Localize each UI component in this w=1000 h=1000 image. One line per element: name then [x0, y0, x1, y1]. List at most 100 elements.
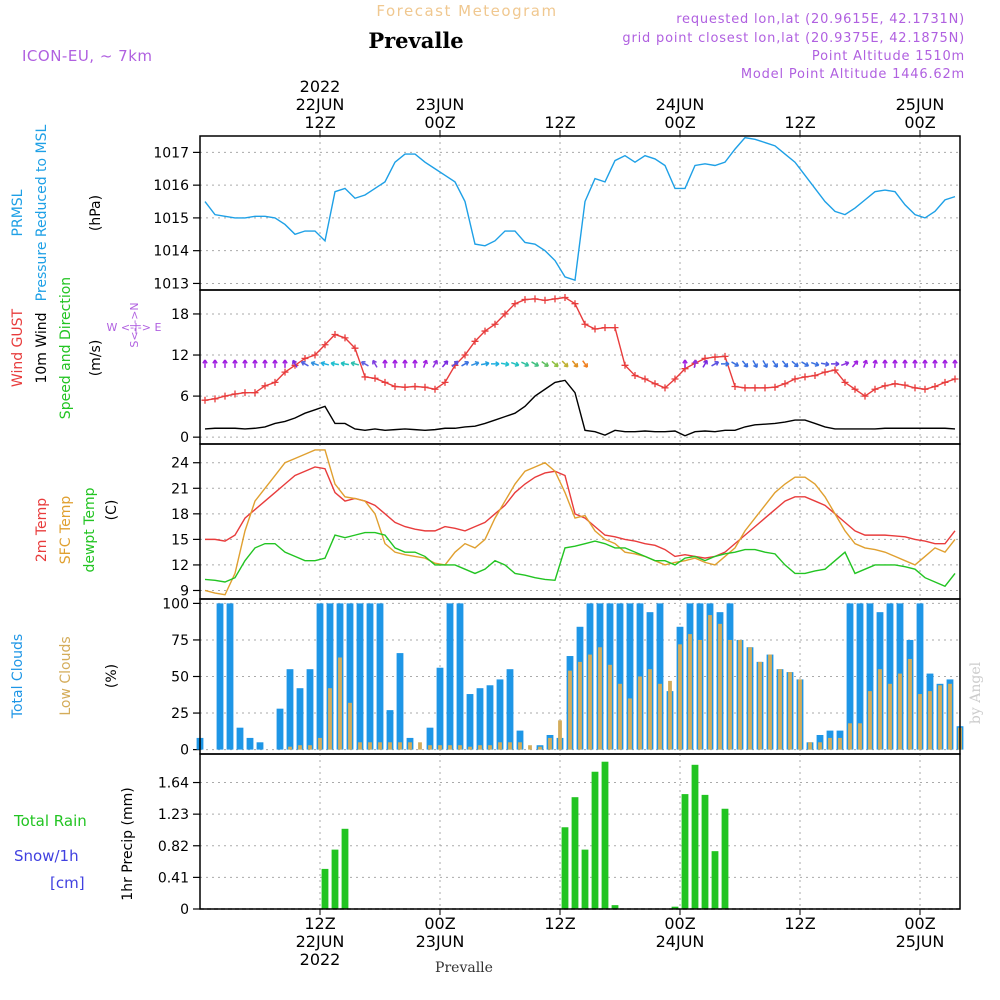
gust-marker — [551, 295, 559, 303]
requested-coords: requested lon,lat (20.9615E, 42.1731N) — [676, 12, 965, 27]
precip-bar — [331, 849, 339, 909]
total-cloud-bar — [326, 603, 334, 750]
gust-marker — [611, 324, 619, 332]
low-cloud-bar — [718, 623, 722, 750]
low-cloud-bar — [618, 683, 622, 750]
wind-arrow — [480, 361, 490, 367]
panel-pressure: 1013 1014 1015 1016 1017 PRMSL Pressure Reduce… — [10, 124, 961, 301]
wind-arrow — [772, 360, 779, 368]
time-label-top: 00Z — [424, 113, 455, 132]
low-cloud-bar — [848, 723, 852, 750]
y-tick-label: 1.64 — [158, 776, 189, 792]
gust-marker — [851, 385, 859, 393]
panel-axis-label: Total Clouds — [10, 634, 26, 719]
total-cloud-bar — [296, 688, 304, 750]
gust-marker — [501, 310, 509, 318]
wind-arrow — [222, 359, 228, 368]
y-tick-label: 50 — [171, 670, 189, 686]
y-tick-label: 1.23 — [158, 807, 189, 823]
low-cloud-bar — [868, 691, 872, 750]
wind-arrow — [432, 359, 438, 368]
wind-arrow — [942, 359, 948, 368]
gust-marker — [251, 389, 259, 397]
gust-marker — [561, 294, 569, 302]
snow-label: Snow/1h — [14, 847, 79, 865]
gust-marker — [441, 378, 449, 386]
wind-arrow — [862, 359, 868, 368]
wind-arrow — [491, 361, 500, 367]
wind-arrow — [340, 361, 350, 367]
total-cloud-bar — [356, 603, 364, 750]
time-label-top: 00Z — [664, 113, 695, 132]
time-label-bottom: 23JUN — [416, 932, 465, 951]
total-cloud-bar — [346, 603, 354, 750]
low-cloud-bar — [538, 746, 542, 750]
gust-marker — [311, 351, 319, 359]
total-cloud-bar — [286, 669, 294, 750]
low-cloud-bar — [638, 676, 642, 750]
gust-marker — [801, 373, 809, 381]
total-cloud-bar — [386, 710, 394, 750]
precip-bar — [681, 794, 689, 909]
panel-axis-label: (hPa) — [88, 195, 104, 231]
low-cloud-bar — [698, 639, 702, 750]
wind-arrow — [392, 359, 398, 368]
low-cloud-bar — [788, 672, 792, 750]
low-cloud-bar — [528, 745, 532, 750]
time-label-top: 25JUN — [896, 95, 945, 114]
wind-arrow — [212, 359, 218, 368]
low-cloud-bar — [548, 737, 552, 750]
low-cloud-bar — [348, 702, 352, 750]
total-cloud-bar — [396, 653, 404, 750]
y-tick-label: 100 — [162, 596, 189, 612]
wind-arrow — [840, 360, 850, 367]
low-cloud-bar — [918, 694, 922, 750]
wind-arrow — [551, 360, 559, 368]
gust-marker — [791, 375, 799, 383]
gust-marker — [941, 378, 949, 386]
gust-marker — [361, 373, 369, 381]
total-cloud-bar — [846, 603, 854, 750]
series-line-1 — [204, 449, 956, 596]
panel-axis-label: (C) — [104, 500, 120, 521]
total-cloud-bar — [506, 669, 514, 750]
gust-marker — [811, 372, 819, 380]
low-cloud-bar — [308, 745, 312, 750]
precip-bar — [321, 868, 329, 909]
wind-arrow — [282, 359, 288, 368]
low-cloud-bar — [428, 745, 432, 750]
super-title: Forecast Meteogram — [376, 2, 557, 20]
low-cloud-bar — [288, 746, 292, 750]
time-label-top: 12Z — [784, 113, 815, 132]
gust-marker — [261, 382, 269, 390]
low-cloud-bar — [748, 647, 752, 750]
gust-marker — [221, 392, 229, 400]
low-cloud-bar — [298, 745, 302, 750]
gust-marker — [771, 383, 779, 391]
gust-marker — [911, 384, 919, 392]
wind-arrow — [202, 359, 208, 368]
total-cloud-bar — [426, 727, 434, 750]
y-tick-label: 9 — [180, 583, 189, 599]
low-cloud-bar — [388, 742, 392, 750]
wind-arrow — [382, 359, 388, 368]
total-cloud-bar — [246, 737, 254, 750]
gust-marker — [661, 384, 669, 392]
low-cloud-bar — [328, 688, 332, 750]
precip-bar — [721, 808, 729, 909]
total-cloud-bar — [626, 603, 634, 750]
wind-arrow — [731, 361, 740, 367]
low-cloud-bar — [418, 742, 422, 750]
total-cloud-bar — [866, 603, 874, 750]
panel-axis-label: 10m Wind — [34, 312, 50, 383]
wind-arrow — [242, 359, 248, 368]
wind-arrow — [801, 361, 810, 367]
gust-marker — [511, 300, 519, 308]
series-line-2 — [204, 531, 956, 588]
time-label-bottom: 25JUN — [896, 932, 945, 951]
panel-axis-label: PRMSL — [10, 189, 26, 236]
precip-bar — [671, 906, 679, 909]
series-line-1 — [204, 379, 956, 437]
